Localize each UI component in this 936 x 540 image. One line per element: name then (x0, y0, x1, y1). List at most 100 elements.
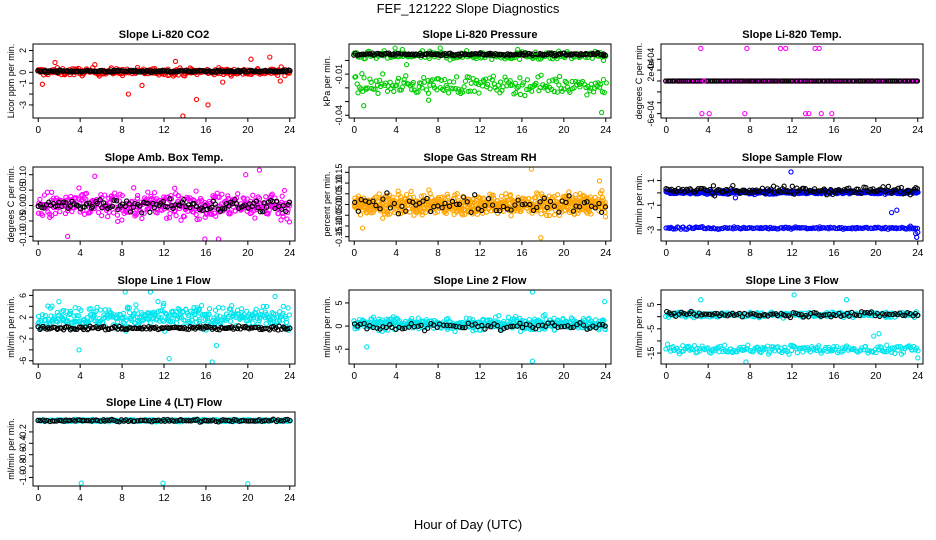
series-2 (35, 196, 293, 216)
data-point (220, 305, 226, 311)
outlier-point (361, 103, 367, 109)
data-point (584, 199, 590, 205)
data-point (139, 210, 145, 216)
y-axis-label: percent per min. (322, 171, 332, 236)
panel-title: Slope Li-820 Temp. (742, 29, 841, 41)
outlier-point (359, 225, 366, 231)
data-points (351, 166, 609, 241)
data-point (355, 90, 361, 96)
data-point (381, 211, 388, 217)
series-2 (663, 78, 920, 84)
data-point (873, 78, 879, 84)
data-point (257, 209, 263, 215)
data-point (126, 310, 133, 316)
data-point (533, 326, 539, 332)
y-axis-label: degrees C per min. (634, 43, 644, 120)
data-point (35, 210, 42, 216)
data-point (485, 196, 492, 202)
data-point (465, 88, 471, 95)
data-point (479, 322, 485, 329)
data-point (709, 190, 715, 196)
y-axis-label: Licor ppm per min. (6, 44, 16, 119)
data-point (380, 196, 386, 202)
data-point (508, 323, 514, 330)
data-point (780, 78, 786, 84)
data-point (403, 191, 410, 198)
x-tick-label: 20 (558, 371, 570, 382)
data-point (168, 192, 174, 199)
panel-title: Slope Amb. Box Temp. (105, 152, 224, 164)
x-tick-label: 8 (435, 248, 441, 259)
data-point (102, 192, 108, 198)
y-tick-label: 4e-04 (646, 48, 656, 71)
data-point (172, 69, 178, 75)
data-point (791, 191, 798, 197)
data-point (380, 215, 386, 221)
data-point (468, 52, 474, 58)
data-point (252, 215, 258, 221)
data-point (897, 78, 903, 84)
data-point (541, 195, 547, 201)
data-point (377, 206, 383, 212)
data-point (505, 314, 512, 320)
data-point (438, 77, 445, 83)
series-3 (663, 182, 921, 199)
data-point (370, 314, 377, 320)
outlier-point (122, 289, 128, 295)
data-point (726, 190, 732, 197)
data-point (490, 73, 497, 79)
x-tick-label: 24 (284, 248, 296, 259)
data-point (514, 85, 520, 91)
data-point (741, 78, 747, 84)
data-point (370, 209, 376, 215)
data-point (52, 210, 59, 217)
data-point (485, 81, 491, 88)
outlier-point (76, 347, 82, 353)
data-point (253, 306, 259, 312)
x-tick-label: 20 (242, 125, 254, 136)
data-point (470, 51, 476, 57)
data-point (380, 71, 386, 77)
data-point (410, 199, 416, 205)
data-point (95, 209, 102, 216)
data-point (572, 191, 579, 198)
x-tick-label: 16 (200, 125, 212, 136)
data-point (359, 71, 365, 77)
y-tick-label: -3 (18, 101, 28, 109)
data-point (428, 51, 435, 58)
outlier-point (777, 45, 784, 52)
data-point (59, 203, 65, 210)
y-tick-label: 2 (18, 48, 28, 53)
data-point (177, 308, 183, 314)
series-2 (35, 67, 293, 76)
data-point (120, 310, 127, 317)
data-point (147, 209, 153, 215)
data-point (538, 211, 544, 217)
data-point (775, 78, 781, 84)
y-tick-label: 0.10 (334, 174, 344, 192)
data-point (63, 200, 69, 206)
data-point (453, 74, 460, 80)
data-point (175, 192, 181, 199)
data-point (789, 183, 795, 189)
data-point (601, 89, 607, 96)
y-tick-label: 0.05 (18, 181, 28, 199)
data-point (477, 327, 483, 333)
data-point (423, 51, 429, 58)
data-point (395, 211, 402, 217)
data-point (78, 307, 84, 314)
data-point (760, 189, 767, 196)
data-point (155, 298, 161, 305)
data-point (462, 324, 468, 331)
data-point (160, 318, 167, 324)
y-tick-label: -6 (18, 357, 28, 365)
data-point (880, 78, 886, 84)
data-point (444, 322, 450, 328)
data-point (868, 78, 874, 84)
data-point (358, 51, 365, 57)
data-point (553, 78, 559, 84)
data-point (256, 195, 263, 202)
data-point (109, 203, 116, 209)
